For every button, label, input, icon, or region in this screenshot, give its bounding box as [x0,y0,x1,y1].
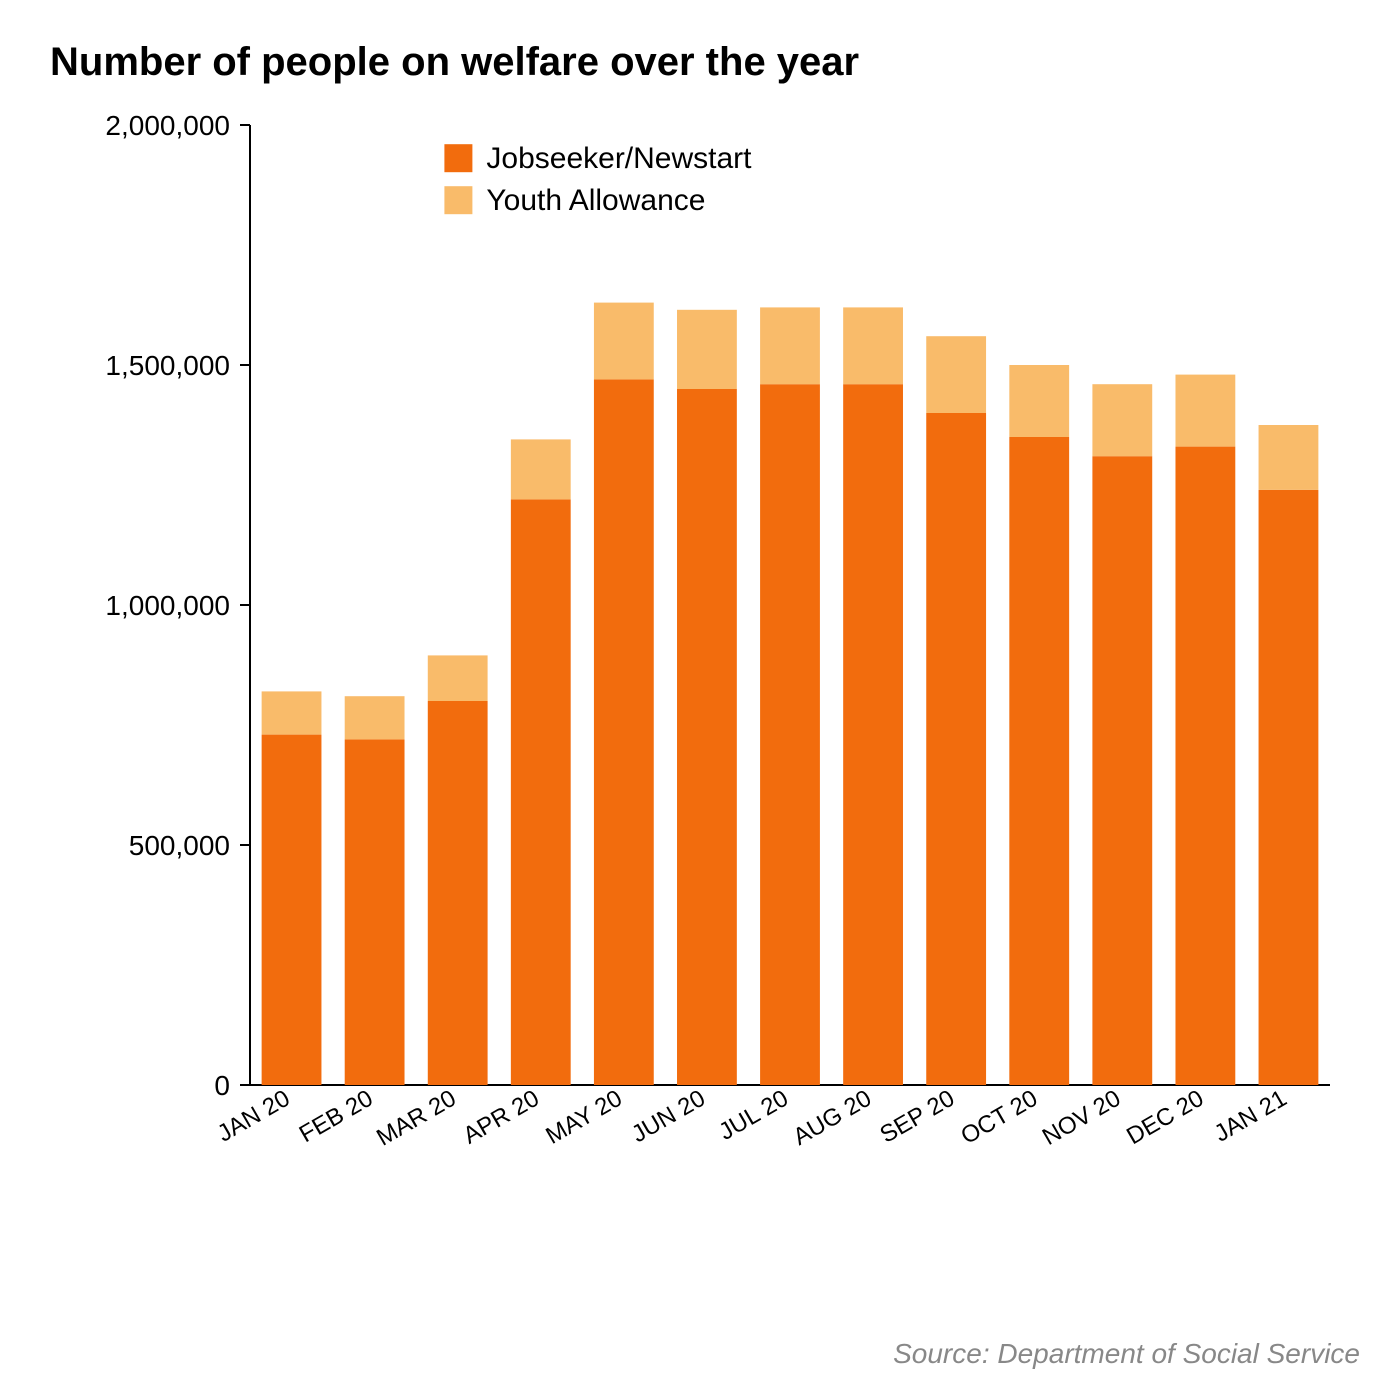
bar-segment [594,379,654,1085]
bar-segment [1092,456,1152,1085]
x-tick-label: JAN 21 [1210,1085,1292,1148]
bar-segment [677,389,737,1085]
bar-segment [428,655,488,701]
bar-segment [345,696,405,739]
legend-swatch [444,186,472,214]
x-tick-label: OCT 20 [956,1085,1042,1150]
bar-segment [926,413,986,1085]
bar-segment [760,307,820,384]
x-tick-label: MAR 20 [372,1085,461,1152]
x-tick-label: NOV 20 [1038,1085,1125,1151]
x-tick-label: JUL 20 [714,1085,793,1146]
chart-title: Number of people on welfare over the yea… [50,40,1360,85]
x-ticks: JAN 20FEB 20MAR 20APR 20MAY 20JUN 20JUL … [213,1085,1292,1152]
x-tick-label: JUN 20 [627,1085,710,1148]
stacked-bar-chart: 0 500,000 1,000,000 1,500,000 2,000,000 JAN 2… [40,115,1360,1195]
y-tick-label: 1,500,000 [105,350,230,381]
x-tick-label: DEC 20 [1122,1085,1208,1150]
bar-segment [1009,437,1069,1085]
bar-segment [1009,365,1069,437]
y-tick-label: 1,000,000 [105,590,230,621]
legend: Jobseeker/Newstart Youth Allowance [444,142,752,217]
bar-segment [843,307,903,384]
y-tick-label: 2,000,000 [105,115,230,141]
bars [262,303,1319,1085]
bar-segment [511,499,571,1085]
bar-segment [1175,375,1235,447]
legend-label: Youth Allowance [486,184,705,217]
bar-segment [926,336,986,413]
bar-segment [1259,425,1319,490]
bar-segment [1175,447,1235,1085]
bar-segment [345,739,405,1085]
bar-segment [594,303,654,380]
bar-segment [843,384,903,1085]
x-tick-label: MAY 20 [541,1085,627,1150]
legend-swatch [444,144,472,172]
bar-segment [1259,490,1319,1085]
bar-segment [677,310,737,389]
bar-segment [428,701,488,1085]
bar-segment [1092,384,1152,456]
x-tick-label: AUG 20 [789,1085,876,1151]
chart-source: Source: Department of Social Service [893,1338,1360,1370]
chart-container: Number of people on welfare over the yea… [0,0,1400,1400]
bar-segment [262,735,322,1085]
bar-segment [760,384,820,1085]
x-tick-label: SEP 20 [876,1085,960,1149]
bar-segment [511,439,571,499]
plot-area: 0 500,000 1,000,000 1,500,000 2,000,000 JAN 2… [40,115,1360,1195]
bar-segment [262,691,322,734]
legend-label: Jobseeker/Newstart [486,142,752,175]
x-tick-label: FEB 20 [295,1085,378,1148]
y-tick-label: 500,000 [129,830,230,861]
y-ticks: 0 500,000 1,000,000 1,500,000 2,000,000 [105,115,250,1101]
y-tick-label: 0 [214,1070,230,1101]
x-tick-label: APR 20 [459,1085,544,1150]
